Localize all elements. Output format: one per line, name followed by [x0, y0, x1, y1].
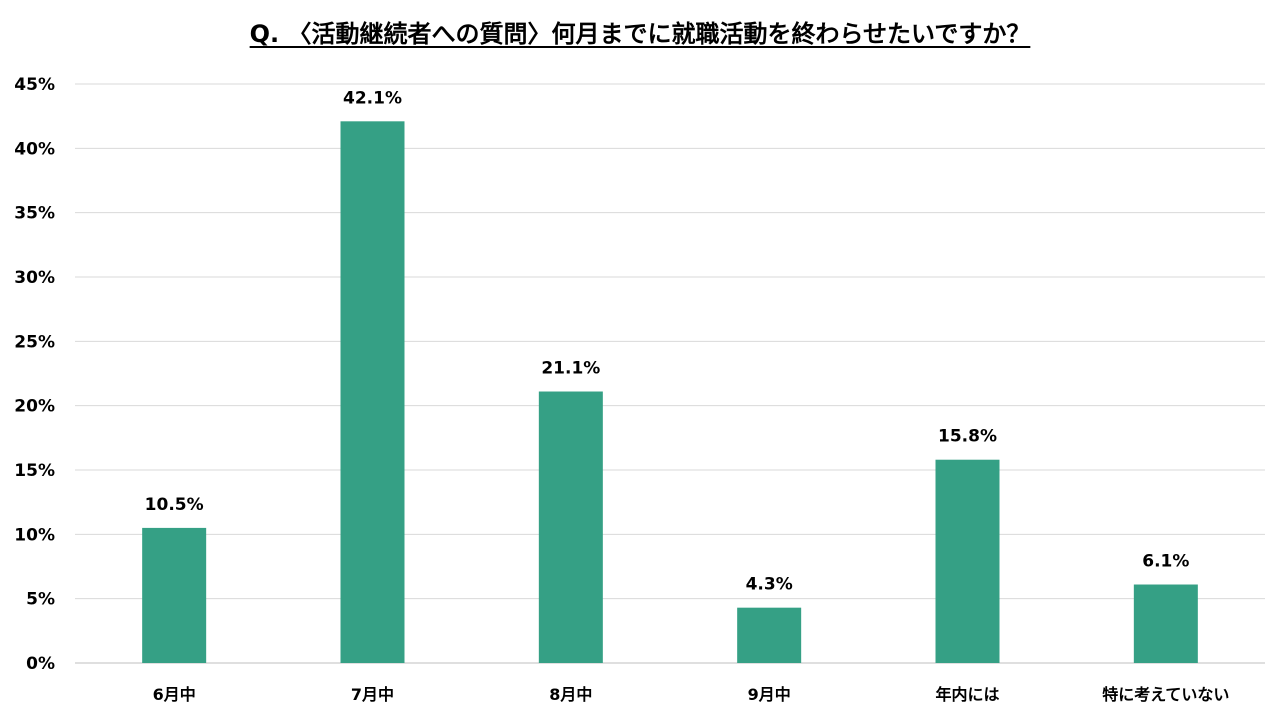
y-tick-label: 35%	[14, 204, 55, 224]
data-label: 10.5%	[145, 495, 204, 515]
gridlines	[75, 83, 1265, 664]
bar	[538, 391, 603, 663]
y-tick-label: 5%	[26, 590, 55, 610]
y-tick-label: 30%	[14, 268, 55, 288]
bar	[935, 459, 1000, 663]
y-axis-ticks: 0% 5% 10% 15% 20% 25% 30% 35% 40% 45%	[14, 75, 55, 674]
data-label: 21.1%	[541, 359, 600, 379]
y-tick-label: 20%	[14, 397, 55, 417]
chart-title-text: Q. 〈活動継続者への質問〉何月までに就職活動を終わらせたいですか？	[249, 20, 1031, 48]
bar	[737, 607, 802, 663]
x-tick-label: 6月中	[153, 685, 196, 704]
x-tick-label: 特に考えていない	[1102, 685, 1229, 704]
bar	[340, 121, 405, 663]
data-label: 4.3%	[746, 575, 793, 595]
data-label: 6.1%	[1142, 552, 1189, 572]
x-axis-labels: 6月中 7月中 8月中 9月中 年内には 特に考えていない	[153, 685, 1230, 704]
y-tick-label: 15%	[14, 461, 55, 481]
chart-title: Q. 〈活動継続者への質問〉何月までに就職活動を終わらせたいですか？	[0, 18, 1280, 50]
bar	[1133, 584, 1198, 663]
x-tick-label: 7月中	[351, 685, 394, 704]
x-tick-label: 年内には	[935, 685, 999, 704]
x-tick-label: 9月中	[748, 685, 791, 704]
bars	[142, 121, 1198, 663]
data-label: 42.1%	[343, 88, 402, 108]
y-tick-label: 40%	[14, 139, 55, 159]
data-label: 15.8%	[938, 427, 997, 447]
y-tick-label: 45%	[14, 75, 55, 95]
bar	[142, 527, 207, 663]
y-tick-label: 10%	[14, 525, 55, 545]
data-labels: 10.5% 42.1% 21.1% 4.3% 15.8% 6.1%	[145, 88, 1190, 594]
y-tick-label: 25%	[14, 332, 55, 352]
x-tick-label: 8月中	[549, 685, 592, 704]
y-tick-label: 0%	[26, 654, 55, 674]
